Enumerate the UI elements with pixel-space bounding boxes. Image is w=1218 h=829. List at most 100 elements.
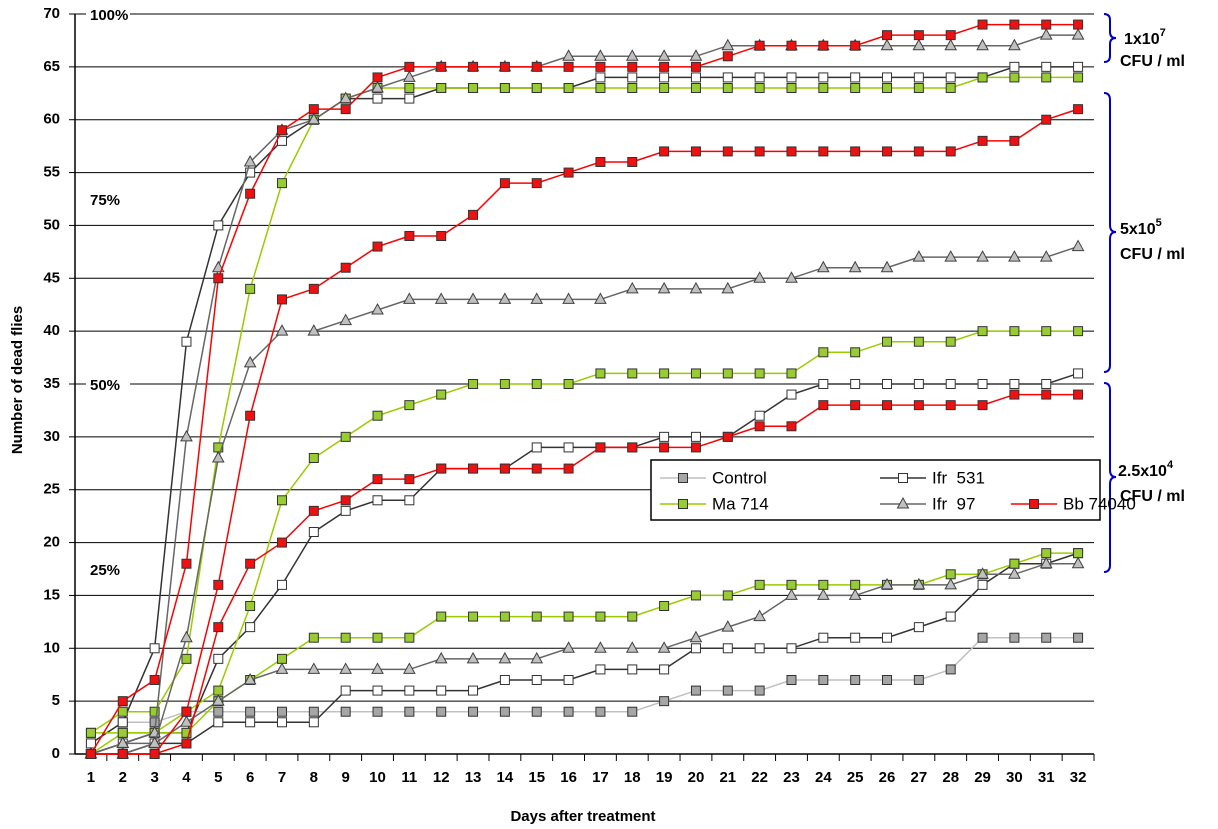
marker [850,675,861,685]
marker [913,622,924,633]
marker [499,611,510,622]
marker [659,431,670,442]
marker [1041,114,1052,125]
marker [1009,389,1020,400]
series [85,72,1084,759]
marker [308,706,319,717]
marker [786,40,797,51]
marker [754,40,765,51]
marker [372,72,383,83]
marker [211,450,225,463]
marker [181,336,192,347]
y-tick-label: 60 [43,111,60,128]
marker [117,749,128,759]
marker [880,260,894,273]
marker [1073,72,1084,83]
marker [276,537,287,548]
marker [786,579,797,590]
marker [404,400,415,411]
marker [213,717,224,728]
marker [945,83,956,93]
dose-annotations: 1x107 CFU / ml 5x105 CFU / ml 2.5x104 CF… [1103,13,1185,573]
marker [977,19,988,30]
marker [754,579,765,590]
marker [754,643,765,654]
marker [722,685,733,696]
marker [1073,326,1084,337]
marker [754,368,765,379]
x-axis-label: Days after treatment [510,808,655,825]
y-tick-label: 70 [43,5,60,22]
marker [848,260,862,273]
x-tick-label: 20 [688,769,705,786]
marker [595,611,606,622]
marker [404,83,415,93]
marker [531,442,542,453]
legend-label: Ifr 531 [932,468,985,487]
marker [372,474,383,485]
marker [1041,61,1052,72]
marker [1073,61,1084,72]
marker [690,431,701,442]
dose-unit: CFU / ml [1120,488,1185,505]
marker [245,283,256,294]
marker [721,620,735,632]
dose-exponent: 5 [1156,217,1162,229]
y-tick-label: 65 [43,58,60,75]
x-tick-label: 25 [847,769,864,786]
x-tick-label: 8 [310,769,318,786]
marker [339,662,353,674]
x-tick-label: 21 [719,769,736,786]
x-tick-label: 2 [119,769,127,786]
marker [722,72,733,83]
legend-label: Bb 74040 [1063,494,1136,513]
marker [913,675,924,685]
marker [276,178,287,189]
marker [499,379,510,389]
marker [1041,379,1052,389]
marker [722,51,733,62]
marker [436,83,447,93]
marker [882,675,893,685]
marker [786,83,797,93]
marker [245,167,256,178]
marker [403,292,416,304]
legend-label: Ifr 97 [932,494,975,513]
x-tick-label: 26 [879,769,896,786]
marker [181,653,192,664]
series-line [90,23,1079,755]
marker [896,496,910,509]
marker [372,410,383,421]
dose-unit: CFU / ml [1120,53,1185,70]
x-tick-label: 24 [815,769,832,786]
x-tick-label: 13 [465,769,482,786]
marker [434,292,448,304]
marker [722,146,733,157]
y-tick-label: 10 [43,639,60,656]
marker [882,146,893,157]
marker [754,83,765,93]
marker [85,749,96,759]
marker [977,632,988,643]
marker [276,125,287,136]
marker [436,685,447,696]
percent-label-bg [86,190,130,208]
marker [275,324,289,336]
marker [180,429,193,442]
marker [307,112,321,125]
dose-exponent: 7 [1160,27,1166,39]
x-tick-label: 22 [751,769,768,786]
marker [1041,632,1052,643]
marker [149,643,160,654]
marker [657,281,671,294]
marker [678,473,688,483]
marker [117,727,128,738]
marker [945,30,956,41]
x-tick-label: 27 [911,769,928,786]
x-tick-label: 1 [87,769,95,786]
marker [117,696,128,707]
marker [531,706,542,717]
marker [308,527,319,537]
y-tick-label: 35 [43,375,60,392]
